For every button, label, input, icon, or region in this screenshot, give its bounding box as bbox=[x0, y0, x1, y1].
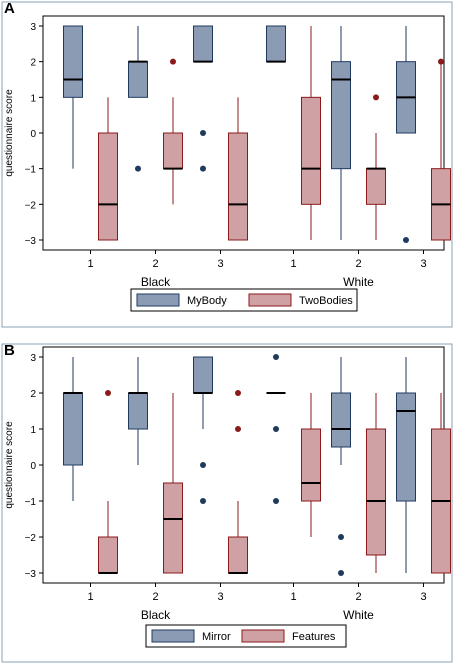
outlier-s1 bbox=[135, 165, 141, 172]
y-tick-label: 0 bbox=[30, 129, 36, 140]
box-s2 bbox=[98, 132, 118, 241]
outlier-s1 bbox=[273, 498, 279, 504]
x-tick-label: 2 bbox=[355, 591, 361, 603]
x-tick-label: 3 bbox=[420, 258, 426, 270]
boxplot-chart-b: 3 2 1 0 −1 −2 −3 questionnaire score 1 2 3 1 2 3 Black… bbox=[1, 343, 453, 663]
legend-swatch-1 bbox=[151, 629, 195, 643]
group-label-white: White bbox=[343, 275, 374, 289]
legend-label-2: Features bbox=[292, 631, 336, 643]
y-tick-label: 2 bbox=[30, 389, 36, 400]
x-tick-label: 2 bbox=[152, 258, 158, 270]
box-s2 bbox=[366, 428, 386, 556]
box-s2 bbox=[366, 168, 386, 205]
outlier-s1 bbox=[200, 498, 206, 504]
box-s2 bbox=[163, 482, 183, 574]
x-tick-label: 2 bbox=[152, 591, 158, 603]
legend-swatch-2 bbox=[248, 293, 292, 307]
box-s1 bbox=[193, 25, 213, 63]
box-s1 bbox=[266, 25, 286, 63]
box-s2 bbox=[228, 132, 248, 241]
y-tick-label: 1 bbox=[30, 93, 36, 104]
group-label-black: Black bbox=[141, 608, 171, 622]
outlier-s1 bbox=[403, 237, 409, 243]
box-s1 bbox=[63, 392, 83, 466]
y-tick-label: −1 bbox=[25, 497, 37, 508]
outlier-s2 bbox=[170, 58, 176, 65]
box-s1 bbox=[63, 25, 83, 98]
outlier-s1 bbox=[338, 570, 344, 576]
box-s1 bbox=[331, 392, 351, 448]
panel-letter-b: B bbox=[4, 342, 15, 359]
outlier-s1 bbox=[200, 462, 206, 468]
outlier-s2 bbox=[235, 426, 241, 432]
y-axis-title: questionnaire score bbox=[4, 89, 15, 177]
outlier-s1 bbox=[338, 534, 344, 540]
outlier-s1 bbox=[200, 165, 206, 172]
box-s2 bbox=[301, 428, 321, 502]
y-tick-label: 3 bbox=[30, 353, 36, 364]
x-tick-label: 3 bbox=[420, 591, 426, 603]
chart-frame bbox=[1, 1, 453, 328]
y-tick-label: −2 bbox=[25, 533, 37, 544]
box-s1 bbox=[193, 356, 213, 394]
legend-label-1: MyBody bbox=[187, 295, 227, 307]
y-tick-label: −2 bbox=[25, 200, 37, 211]
x-tick-label: 3 bbox=[217, 258, 223, 270]
outlier-s2 bbox=[235, 390, 241, 396]
box-s1 bbox=[331, 61, 351, 170]
y-tick-label: −3 bbox=[25, 569, 37, 580]
y-tick-label: 1 bbox=[30, 425, 36, 436]
outlier-s1 bbox=[273, 354, 279, 360]
legend-swatch-2 bbox=[241, 629, 285, 643]
box-s1 bbox=[128, 61, 148, 98]
y-tick-label: −1 bbox=[25, 165, 37, 176]
outlier-s1 bbox=[273, 426, 279, 432]
y-tick-label: −3 bbox=[25, 236, 37, 247]
y-axis-title: questionnaire score bbox=[4, 421, 15, 509]
x-tick-label: 1 bbox=[87, 591, 93, 603]
x-tick-label: 2 bbox=[355, 258, 361, 270]
box-s2 bbox=[163, 132, 183, 170]
box-s2 bbox=[301, 96, 321, 205]
x-tick-label: 1 bbox=[87, 258, 93, 270]
box-s2 bbox=[98, 536, 118, 574]
outlier-s1 bbox=[200, 130, 206, 136]
y-tick-label: 2 bbox=[30, 58, 36, 69]
legend-swatch-1 bbox=[136, 293, 180, 307]
box-s1 bbox=[396, 392, 416, 502]
outlier-s2 bbox=[105, 390, 111, 396]
panel-letter-a: A bbox=[4, 0, 15, 17]
legend-label-1: Mirror bbox=[202, 631, 231, 643]
outlier-s2 bbox=[438, 58, 444, 65]
x-tick-label: 3 bbox=[217, 591, 223, 603]
outlier-s2 bbox=[373, 94, 379, 101]
y-tick-label: 3 bbox=[30, 22, 36, 33]
group-label-white: White bbox=[343, 608, 374, 622]
group-label-black: Black bbox=[141, 275, 171, 289]
legend-box bbox=[130, 288, 358, 312]
boxplot-chart-a: 3 2 1 0 −1 −2 −3 questionnaire score 1 2 3 1 2 3 Black… bbox=[1, 1, 453, 328]
box-s2 bbox=[228, 536, 248, 574]
legend-label-2: TwoBodies bbox=[299, 295, 353, 307]
chart-frame bbox=[1, 343, 453, 663]
y-tick-label: 0 bbox=[30, 461, 36, 472]
x-tick-label: 1 bbox=[290, 258, 296, 270]
x-tick-label: 1 bbox=[290, 591, 296, 603]
box-s1 bbox=[128, 392, 148, 430]
